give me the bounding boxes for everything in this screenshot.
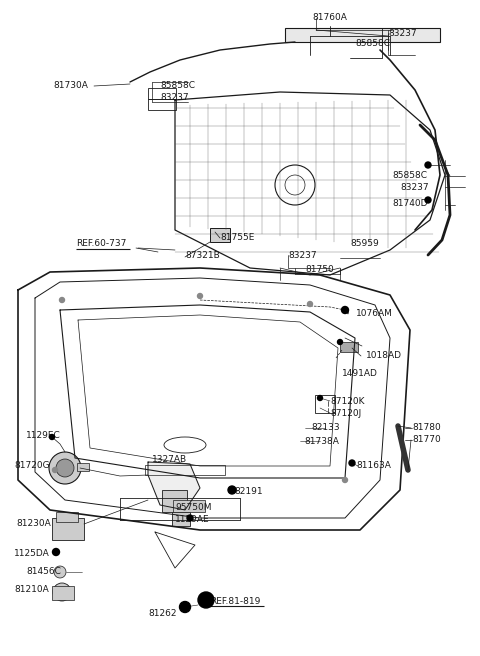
Text: 81770: 81770: [412, 436, 441, 445]
Text: 1129AE: 1129AE: [175, 514, 210, 523]
Circle shape: [425, 197, 431, 203]
Circle shape: [349, 460, 355, 466]
Text: 95750M: 95750M: [175, 502, 212, 512]
Circle shape: [52, 468, 58, 472]
Text: 81456C: 81456C: [26, 567, 61, 577]
Circle shape: [425, 162, 431, 168]
Polygon shape: [148, 462, 200, 510]
Text: 81760A: 81760A: [312, 14, 348, 22]
Text: 85858C: 85858C: [160, 81, 195, 91]
Text: 81730A: 81730A: [53, 81, 88, 91]
Bar: [162, 490, 187, 512]
Text: 81750: 81750: [306, 266, 335, 274]
Bar: [315, 395, 335, 413]
Bar: [145, 465, 225, 475]
Circle shape: [228, 486, 236, 494]
Circle shape: [60, 298, 64, 302]
Text: 81740D: 81740D: [392, 199, 428, 209]
Circle shape: [198, 592, 214, 608]
Bar: [56, 512, 78, 522]
Bar: [210, 228, 230, 242]
Bar: [52, 518, 84, 540]
Text: 81755E: 81755E: [220, 234, 254, 243]
Text: 82191: 82191: [234, 487, 263, 495]
Bar: [285, 28, 440, 42]
Text: 83237: 83237: [288, 251, 317, 260]
Text: 1018AD: 1018AD: [366, 352, 402, 361]
Circle shape: [337, 340, 343, 344]
Text: 1491AD: 1491AD: [342, 369, 378, 377]
Circle shape: [180, 602, 191, 613]
Bar: [148, 99, 176, 110]
Bar: [77, 463, 89, 471]
Circle shape: [197, 293, 203, 298]
Text: 1125DA: 1125DA: [14, 550, 50, 558]
Bar: [340, 342, 358, 352]
Text: 81230A: 81230A: [16, 520, 51, 529]
Circle shape: [341, 306, 348, 314]
Bar: [172, 512, 190, 526]
Circle shape: [343, 478, 348, 483]
Text: 1327AB: 1327AB: [152, 455, 187, 464]
Text: 83237: 83237: [160, 92, 189, 102]
Circle shape: [56, 459, 74, 477]
Circle shape: [54, 566, 66, 578]
Circle shape: [52, 548, 60, 556]
Text: 85858C: 85858C: [392, 171, 427, 180]
Text: 83237: 83237: [388, 28, 417, 37]
Text: 81163A: 81163A: [356, 462, 391, 470]
Circle shape: [187, 515, 193, 521]
Circle shape: [53, 583, 71, 601]
Circle shape: [317, 396, 323, 401]
Text: 1129EC: 1129EC: [26, 430, 61, 440]
Circle shape: [49, 452, 81, 484]
Text: REF.81-819: REF.81-819: [210, 596, 260, 605]
Bar: [148, 88, 176, 99]
Text: 81262: 81262: [148, 609, 177, 617]
Text: 1076AM: 1076AM: [356, 308, 393, 318]
Text: REF.60-737: REF.60-737: [76, 239, 126, 249]
Text: 81780: 81780: [412, 424, 441, 432]
Text: 87120K: 87120K: [330, 396, 364, 405]
Text: 83237: 83237: [400, 182, 429, 192]
Text: 87321B: 87321B: [185, 251, 220, 260]
Text: 82133: 82133: [311, 424, 340, 432]
Bar: [173, 500, 205, 512]
Circle shape: [49, 434, 55, 440]
Circle shape: [308, 302, 312, 306]
Text: 81210A: 81210A: [14, 584, 49, 594]
Text: 85858C: 85858C: [355, 39, 390, 49]
Text: 85959: 85959: [350, 239, 379, 247]
Text: 81738A: 81738A: [304, 436, 339, 445]
Bar: [52, 586, 74, 600]
Text: 81720G: 81720G: [14, 461, 49, 470]
Text: 87120J: 87120J: [330, 409, 361, 417]
